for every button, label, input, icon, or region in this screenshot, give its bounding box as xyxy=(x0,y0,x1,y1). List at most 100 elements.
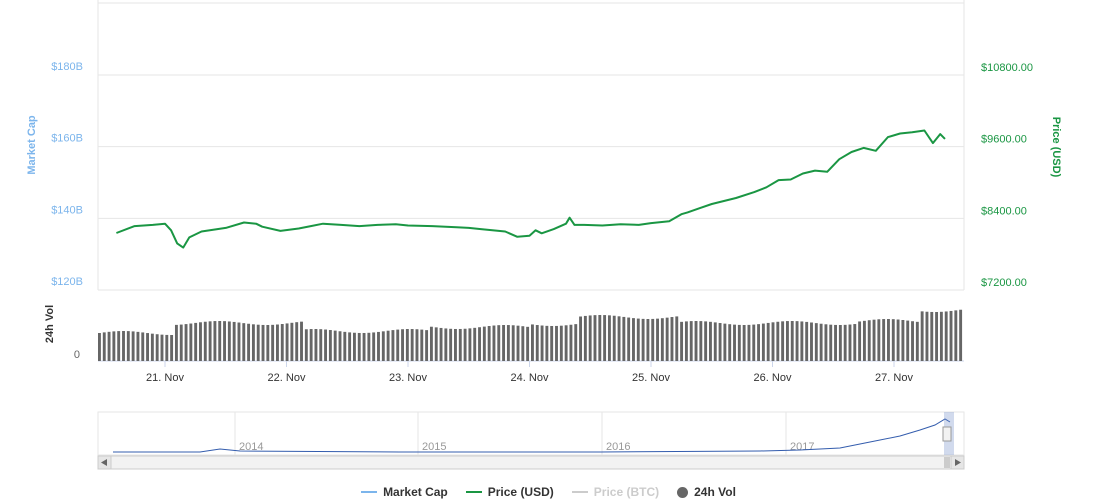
volume-bar xyxy=(454,328,457,361)
volume-bar xyxy=(579,316,582,361)
volume-bar xyxy=(141,332,145,361)
volume-bar xyxy=(906,320,910,361)
volume-bar xyxy=(689,321,693,361)
volume-bar xyxy=(98,333,101,361)
market-cap-tick-label: $180B xyxy=(51,61,83,73)
volume-bar xyxy=(771,322,775,361)
legend-item[interactable]: 24h Vol xyxy=(677,485,736,499)
volume-bar xyxy=(761,323,765,361)
volume-tick-label: 0 xyxy=(74,349,80,361)
volume-bar xyxy=(834,324,837,361)
volume-bar xyxy=(694,321,698,361)
legend-item[interactable]: Price (USD) xyxy=(465,485,554,499)
volume-bar xyxy=(401,329,404,361)
volume-bar xyxy=(126,331,130,361)
volume-bar xyxy=(680,321,684,361)
price-tick-label: $9600.00 xyxy=(981,134,1027,146)
volume-bar xyxy=(232,321,236,361)
scrollbar-thumb xyxy=(944,457,950,468)
volume-bar xyxy=(810,322,813,361)
volume-bar xyxy=(203,321,207,361)
legend-item[interactable]: Market Cap xyxy=(361,485,448,499)
volume-bar xyxy=(420,329,424,361)
volume-bar xyxy=(911,321,914,361)
volume-bar xyxy=(887,319,890,361)
volume-bar xyxy=(218,321,222,361)
legend-item[interactable]: Price (BTC) xyxy=(571,485,659,499)
volume-bar xyxy=(189,323,193,361)
volume-bar xyxy=(391,330,395,361)
volume-bar xyxy=(429,326,433,361)
volume-bar xyxy=(386,330,390,361)
volume-bar xyxy=(227,321,231,361)
price-series xyxy=(116,129,946,249)
volume-bar xyxy=(194,322,198,361)
volume-bar xyxy=(381,331,385,361)
navigator-year-label: 2015 xyxy=(422,441,446,453)
volume-bar xyxy=(112,331,116,361)
volume-bar xyxy=(122,331,125,361)
legend-swatch xyxy=(571,491,588,493)
price-tick-label: $7200.00 xyxy=(981,277,1027,289)
volume-bar xyxy=(713,322,717,361)
volume-bar xyxy=(261,324,265,361)
volume-bar xyxy=(665,317,669,361)
x-tick-label: 26. Nov xyxy=(754,372,792,384)
legend: Market Cap Price (USD) Price (BTC) 24h Vol xyxy=(0,482,1097,502)
volume-bar xyxy=(506,325,510,361)
volume-bar xyxy=(684,321,688,361)
volume-bar xyxy=(247,323,251,361)
volume-bar xyxy=(930,311,934,361)
volume-bar xyxy=(521,326,525,361)
volume-bar xyxy=(862,320,866,361)
volume-bar xyxy=(704,321,708,361)
volume-bar xyxy=(458,328,462,361)
legend-swatch xyxy=(465,491,482,493)
volume-bar xyxy=(757,324,761,361)
volume-bar xyxy=(877,319,881,361)
volume-bar xyxy=(324,329,328,361)
volume-bar xyxy=(733,324,736,361)
volume-bar xyxy=(824,324,828,361)
x-tick-label: 25. Nov xyxy=(632,372,670,384)
legend-label: Price (USD) xyxy=(487,485,554,499)
volume-bar xyxy=(295,322,299,361)
navigator-year-label: 2017 xyxy=(790,441,814,453)
navigator-series-line xyxy=(113,418,951,453)
navigator-handle xyxy=(942,426,952,442)
volume-bar xyxy=(800,321,804,361)
navigator[interactable]: 2014 2015 2016 2017 xyxy=(97,411,965,470)
volume-bar xyxy=(165,334,169,361)
volume-bar xyxy=(434,327,438,361)
volume-bar xyxy=(569,324,573,361)
volume-bar xyxy=(848,324,852,361)
price-tick-label: $10800.00 xyxy=(981,62,1033,74)
volume-bar xyxy=(838,324,842,361)
volume-bar xyxy=(155,334,159,361)
volume-bar xyxy=(959,309,963,361)
volume-bar xyxy=(367,332,371,361)
volume-bar xyxy=(343,331,347,361)
volume-bar xyxy=(357,332,361,361)
volume-bar xyxy=(742,325,746,361)
chart-svg: $120B $140B $160B $180B $7200.00 $8400.00 $960… xyxy=(26,0,1062,470)
volume-bar xyxy=(617,316,621,361)
volume-bar xyxy=(516,325,520,361)
volume-bar xyxy=(944,311,948,361)
volume-bar xyxy=(805,321,809,361)
volume-bar xyxy=(319,329,323,361)
volume-bar xyxy=(463,328,467,361)
volume-bar xyxy=(939,311,943,361)
volume-bar xyxy=(449,328,453,361)
navigator-year-label: 2014 xyxy=(239,441,263,453)
volume-bar xyxy=(612,315,616,361)
volume-bar xyxy=(405,329,409,361)
price-line xyxy=(116,129,946,249)
volume-bar xyxy=(160,334,164,361)
volume-bar xyxy=(699,321,703,361)
volume-bar xyxy=(285,323,289,361)
volume-bar xyxy=(348,332,352,361)
volume-bar xyxy=(256,324,260,361)
x-tick-label: 27. Nov xyxy=(875,372,913,384)
scroll-left-icon xyxy=(101,459,107,466)
